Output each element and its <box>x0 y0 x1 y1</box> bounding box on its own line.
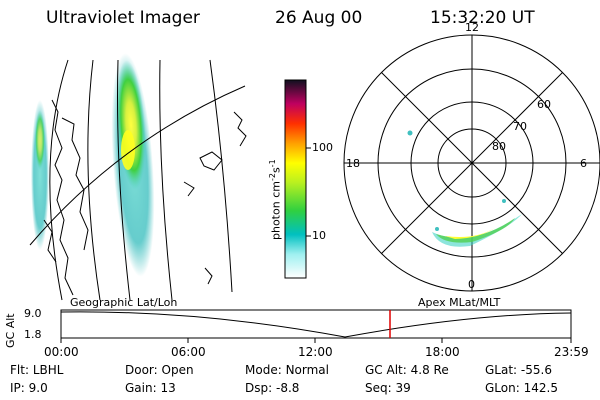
info-mode: Mode: Normal <box>245 363 329 377</box>
mlt-label-18: 18 <box>346 157 360 170</box>
time-tick: 18:00 <box>425 345 460 359</box>
polar-aurora <box>407 130 522 247</box>
time-tick: 12:00 <box>298 345 333 359</box>
mlt-label-6: 6 <box>580 157 587 170</box>
time-tick: 23:59 <box>554 345 589 359</box>
geographic-label: Geographic Lat/Lon <box>70 296 178 309</box>
apex-label: Apex MLat/MLT <box>418 296 501 309</box>
alt-tick-low: 1.8 <box>24 328 42 341</box>
instrument-title: Ultraviolet Imager <box>46 8 200 28</box>
time-tick: 00:00 <box>44 345 79 359</box>
info-glon: GLon: 142.5 <box>485 381 558 395</box>
gc-alt-axis-label: GC Alt <box>4 313 17 348</box>
mlt-label-0: 0 <box>468 278 475 291</box>
info-gain: Gain: 13 <box>125 381 176 395</box>
info-door: Door: Open <box>125 363 194 377</box>
lat-label-60: 60 <box>537 98 551 111</box>
alt-tick-high: 9.0 <box>24 307 42 320</box>
polar-plot <box>343 34 600 292</box>
lat-label-80: 80 <box>492 140 506 153</box>
info-glat: GLat: -55.6 <box>485 363 552 377</box>
info-gc-alt: GC Alt: 4.8 Re <box>365 363 449 377</box>
colorbar-unit-label: photon cm-2s-1 <box>268 159 283 240</box>
colorbar-tick-100: 100 <box>312 141 333 154</box>
info-seq: Seq: 39 <box>365 381 411 395</box>
image-date: 26 Aug 00 <box>275 8 363 28</box>
info-ip: IP: 9.0 <box>10 381 48 395</box>
lat-label-70: 70 <box>513 120 527 133</box>
colorbar <box>284 79 311 279</box>
altitude-timeline <box>60 309 572 343</box>
geographic-image <box>29 53 247 301</box>
image-time: 15:32:20 UT <box>430 8 535 28</box>
time-tick: 06:00 <box>171 345 206 359</box>
info-flt: Flt: LBHL <box>10 363 64 377</box>
colorbar-tick-10: 10 <box>312 229 326 242</box>
mlt-label-12: 12 <box>465 21 479 34</box>
info-dsp: Dsp: -8.8 <box>245 381 300 395</box>
